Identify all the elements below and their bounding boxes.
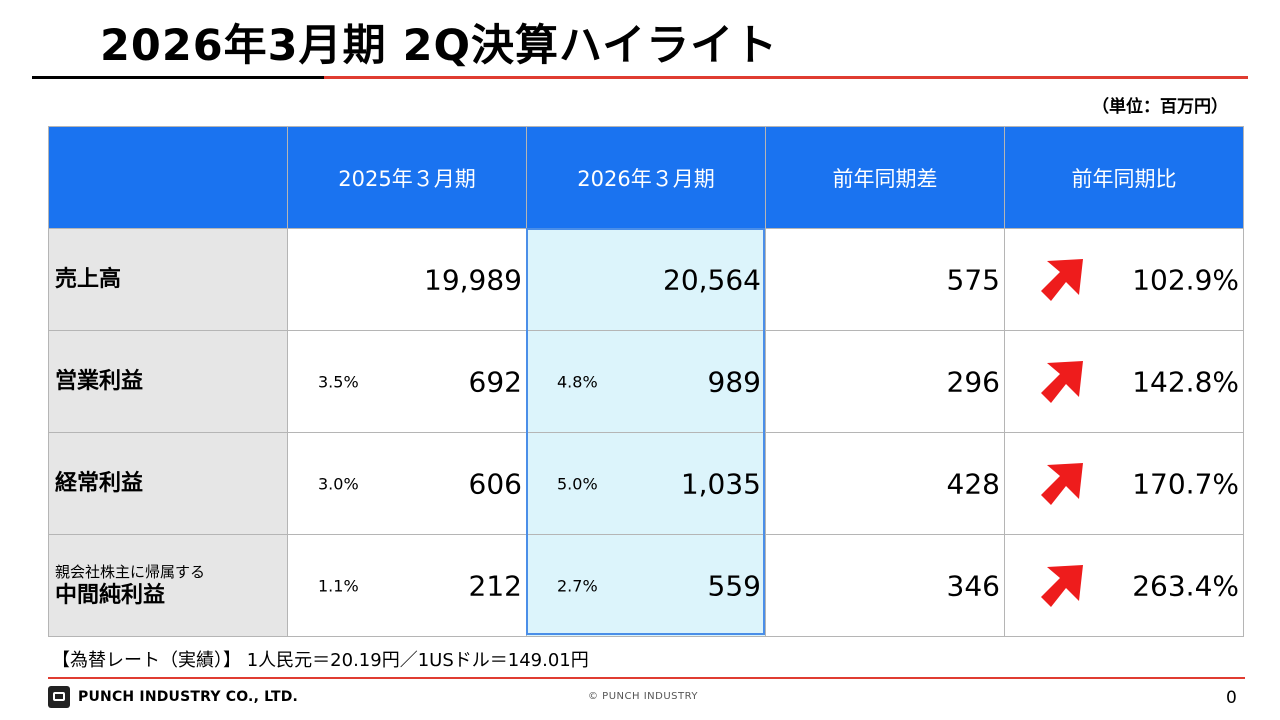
- curr-margin: 2.7%: [557, 576, 598, 595]
- diff-value: 575: [946, 263, 1000, 296]
- diff-cell: 296: [765, 330, 1005, 433]
- yoy-cell: 170.7%: [1004, 432, 1244, 535]
- header-fy2025: 2025年３月期: [287, 126, 527, 229]
- row-label: 親会社株主に帰属する 中間純利益: [48, 534, 288, 637]
- header-yoy-ratio: 前年同期比: [1004, 126, 1244, 229]
- page-number: 0: [1226, 688, 1237, 708]
- row-label-text: 中間純利益: [55, 582, 166, 608]
- header-blank: [48, 126, 288, 229]
- footer-divider: [48, 677, 1245, 679]
- diff-cell: 428: [765, 432, 1005, 535]
- curr-cell: 4.8% 989: [526, 330, 766, 433]
- financial-highlights-table: 2025年３月期 2026年３月期 前年同期差 前年同期比 売上高 19,989…: [48, 126, 1244, 637]
- copyright-text: © PUNCH INDUSTRY: [588, 691, 699, 702]
- row-label: 売上高: [48, 228, 288, 331]
- header-yoy-diff: 前年同期差: [765, 126, 1005, 229]
- table-header-row: 2025年３月期 2026年３月期 前年同期差 前年同期比: [48, 126, 1244, 229]
- prev-cell: 1.1% 212: [287, 534, 527, 637]
- prev-value: 606: [468, 467, 522, 500]
- red-up-arrow-icon: [1041, 462, 1083, 505]
- company-name: PUNCH INDUSTRY CO., LTD.: [78, 689, 299, 705]
- curr-value: 989: [707, 365, 761, 398]
- prev-margin: 3.5%: [318, 372, 359, 391]
- prev-value: 19,989: [424, 263, 522, 296]
- curr-margin: 5.0%: [557, 474, 598, 493]
- yoy-cell: 263.4%: [1004, 534, 1244, 637]
- curr-cell: 20,564: [526, 228, 766, 331]
- header-fy2026: 2026年３月期: [526, 126, 766, 229]
- yoy-value: 102.9%: [1132, 263, 1239, 296]
- yoy-value: 263.4%: [1132, 569, 1239, 602]
- yoy-value: 142.8%: [1132, 365, 1239, 398]
- company-logo: PUNCH INDUSTRY CO., LTD.: [48, 686, 298, 708]
- table-row-ordinary-income: 経常利益 3.0% 606 5.0% 1,035 428 170.7%: [48, 432, 1244, 535]
- table-row-net-sales: 売上高 19,989 20,564 575 102.9%: [48, 228, 1244, 331]
- page-title: 2026年3月期 2Q決算ハイライト: [100, 21, 779, 71]
- title-underline-black: [32, 76, 324, 79]
- diff-value: 346: [946, 569, 1000, 602]
- prev-value: 692: [468, 365, 522, 398]
- row-label-text: 営業利益: [55, 368, 144, 394]
- row-label: 営業利益: [48, 330, 288, 433]
- red-up-arrow-icon: [1041, 258, 1083, 301]
- diff-cell: 346: [765, 534, 1005, 637]
- table-row-net-income: 親会社株主に帰属する 中間純利益 1.1% 212 2.7% 559 346 2…: [48, 534, 1244, 637]
- unit-label: （単位：百万円）: [1092, 97, 1228, 117]
- exchange-rate-note: 【為替レート（実績）】 1人民元＝20.19円／1USドル＝149.01円: [52, 650, 589, 671]
- diff-value: 296: [946, 365, 1000, 398]
- curr-margin: 4.8%: [557, 372, 598, 391]
- yoy-cell: 142.8%: [1004, 330, 1244, 433]
- curr-value: 1,035: [680, 467, 761, 500]
- table-row-operating-income: 営業利益 3.5% 692 4.8% 989 296 142.8%: [48, 330, 1244, 433]
- yoy-value: 170.7%: [1132, 467, 1239, 500]
- prev-value: 212: [468, 569, 522, 602]
- curr-cell: 2.7% 559: [526, 534, 766, 637]
- prev-cell: 19,989: [287, 228, 527, 331]
- yoy-cell: 102.9%: [1004, 228, 1244, 331]
- red-up-arrow-icon: [1041, 360, 1083, 403]
- diff-value: 428: [946, 467, 1000, 500]
- row-label-text: 経常利益: [55, 470, 144, 496]
- curr-cell: 5.0% 1,035: [526, 432, 766, 535]
- prev-cell: 3.5% 692: [287, 330, 527, 433]
- row-label-text: 売上高: [55, 266, 122, 292]
- row-label-subtext: 親会社株主に帰属する: [55, 562, 206, 581]
- diff-cell: 575: [765, 228, 1005, 331]
- prev-margin: 3.0%: [318, 474, 359, 493]
- title-underline-red: [324, 76, 1248, 79]
- prev-margin: 1.1%: [318, 576, 359, 595]
- punch-logo-icon: [48, 686, 70, 708]
- red-up-arrow-icon: [1041, 564, 1083, 607]
- curr-value: 559: [707, 569, 761, 602]
- prev-cell: 3.0% 606: [287, 432, 527, 535]
- row-label: 経常利益: [48, 432, 288, 535]
- curr-value: 20,564: [663, 263, 761, 296]
